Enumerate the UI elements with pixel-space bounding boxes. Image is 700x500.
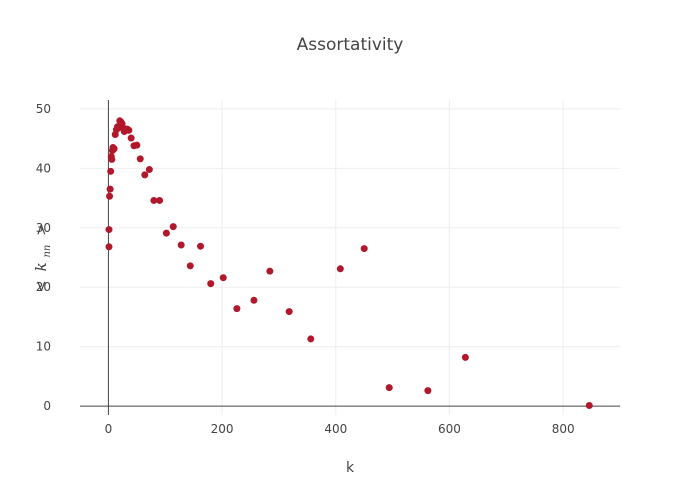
data-point <box>136 155 144 163</box>
svg-text:< k nn: < k nn > <box>32 223 54 292</box>
y-tick-label: 0 <box>43 399 51 413</box>
data-point <box>177 241 185 249</box>
data-point <box>106 192 114 200</box>
y-tick-label: 10 <box>36 340 51 354</box>
y-tick-label: 50 <box>36 102 51 116</box>
data-point <box>150 196 158 204</box>
data-point <box>307 335 315 343</box>
y-tick-label: 30 <box>36 221 51 235</box>
x-tick-label: 600 <box>438 422 461 436</box>
y-axis-title-gt: > <box>32 223 50 236</box>
data-points <box>105 117 593 409</box>
y-axis-title: < k nn > <box>32 223 54 292</box>
data-point <box>156 196 164 204</box>
data-point <box>125 126 133 134</box>
data-point <box>424 387 432 395</box>
data-point <box>285 308 293 316</box>
data-point <box>385 384 393 392</box>
data-point <box>336 265 344 273</box>
zero-lines <box>80 100 620 415</box>
data-point <box>110 145 118 153</box>
data-point <box>127 134 135 142</box>
data-point <box>219 274 227 282</box>
data-point <box>169 223 177 231</box>
data-point <box>105 226 113 234</box>
y-tick-label: 20 <box>36 280 51 294</box>
x-tick-label: 800 <box>552 422 575 436</box>
x-axis-title: k <box>346 460 355 476</box>
y-axis-title-sub: nn <box>42 245 53 258</box>
data-point <box>141 171 149 179</box>
data-point <box>461 353 469 361</box>
y-axis-title-k: k <box>32 262 50 271</box>
data-point <box>133 141 141 149</box>
data-point <box>108 155 116 163</box>
data-point <box>360 245 368 253</box>
data-point <box>266 267 274 275</box>
data-point <box>162 229 170 237</box>
y-axis-title-lt: < <box>32 280 50 293</box>
data-point <box>233 305 241 313</box>
y-tick-label: 40 <box>36 161 51 175</box>
data-point <box>207 280 215 288</box>
data-point <box>250 296 258 304</box>
tick-labels: 0 10 20 30 40 50 0 200 400 600 800 <box>36 102 575 436</box>
chart-title: Assortativity <box>297 35 404 55</box>
data-point <box>585 401 593 409</box>
data-point <box>197 242 205 250</box>
x-tick-label: 200 <box>211 422 234 436</box>
data-point <box>107 167 115 175</box>
data-point <box>105 243 113 251</box>
data-point <box>106 185 114 193</box>
x-tick-label: 0 <box>105 422 113 436</box>
x-tick-label: 400 <box>324 422 347 436</box>
data-point <box>145 166 153 174</box>
data-point <box>186 262 194 270</box>
